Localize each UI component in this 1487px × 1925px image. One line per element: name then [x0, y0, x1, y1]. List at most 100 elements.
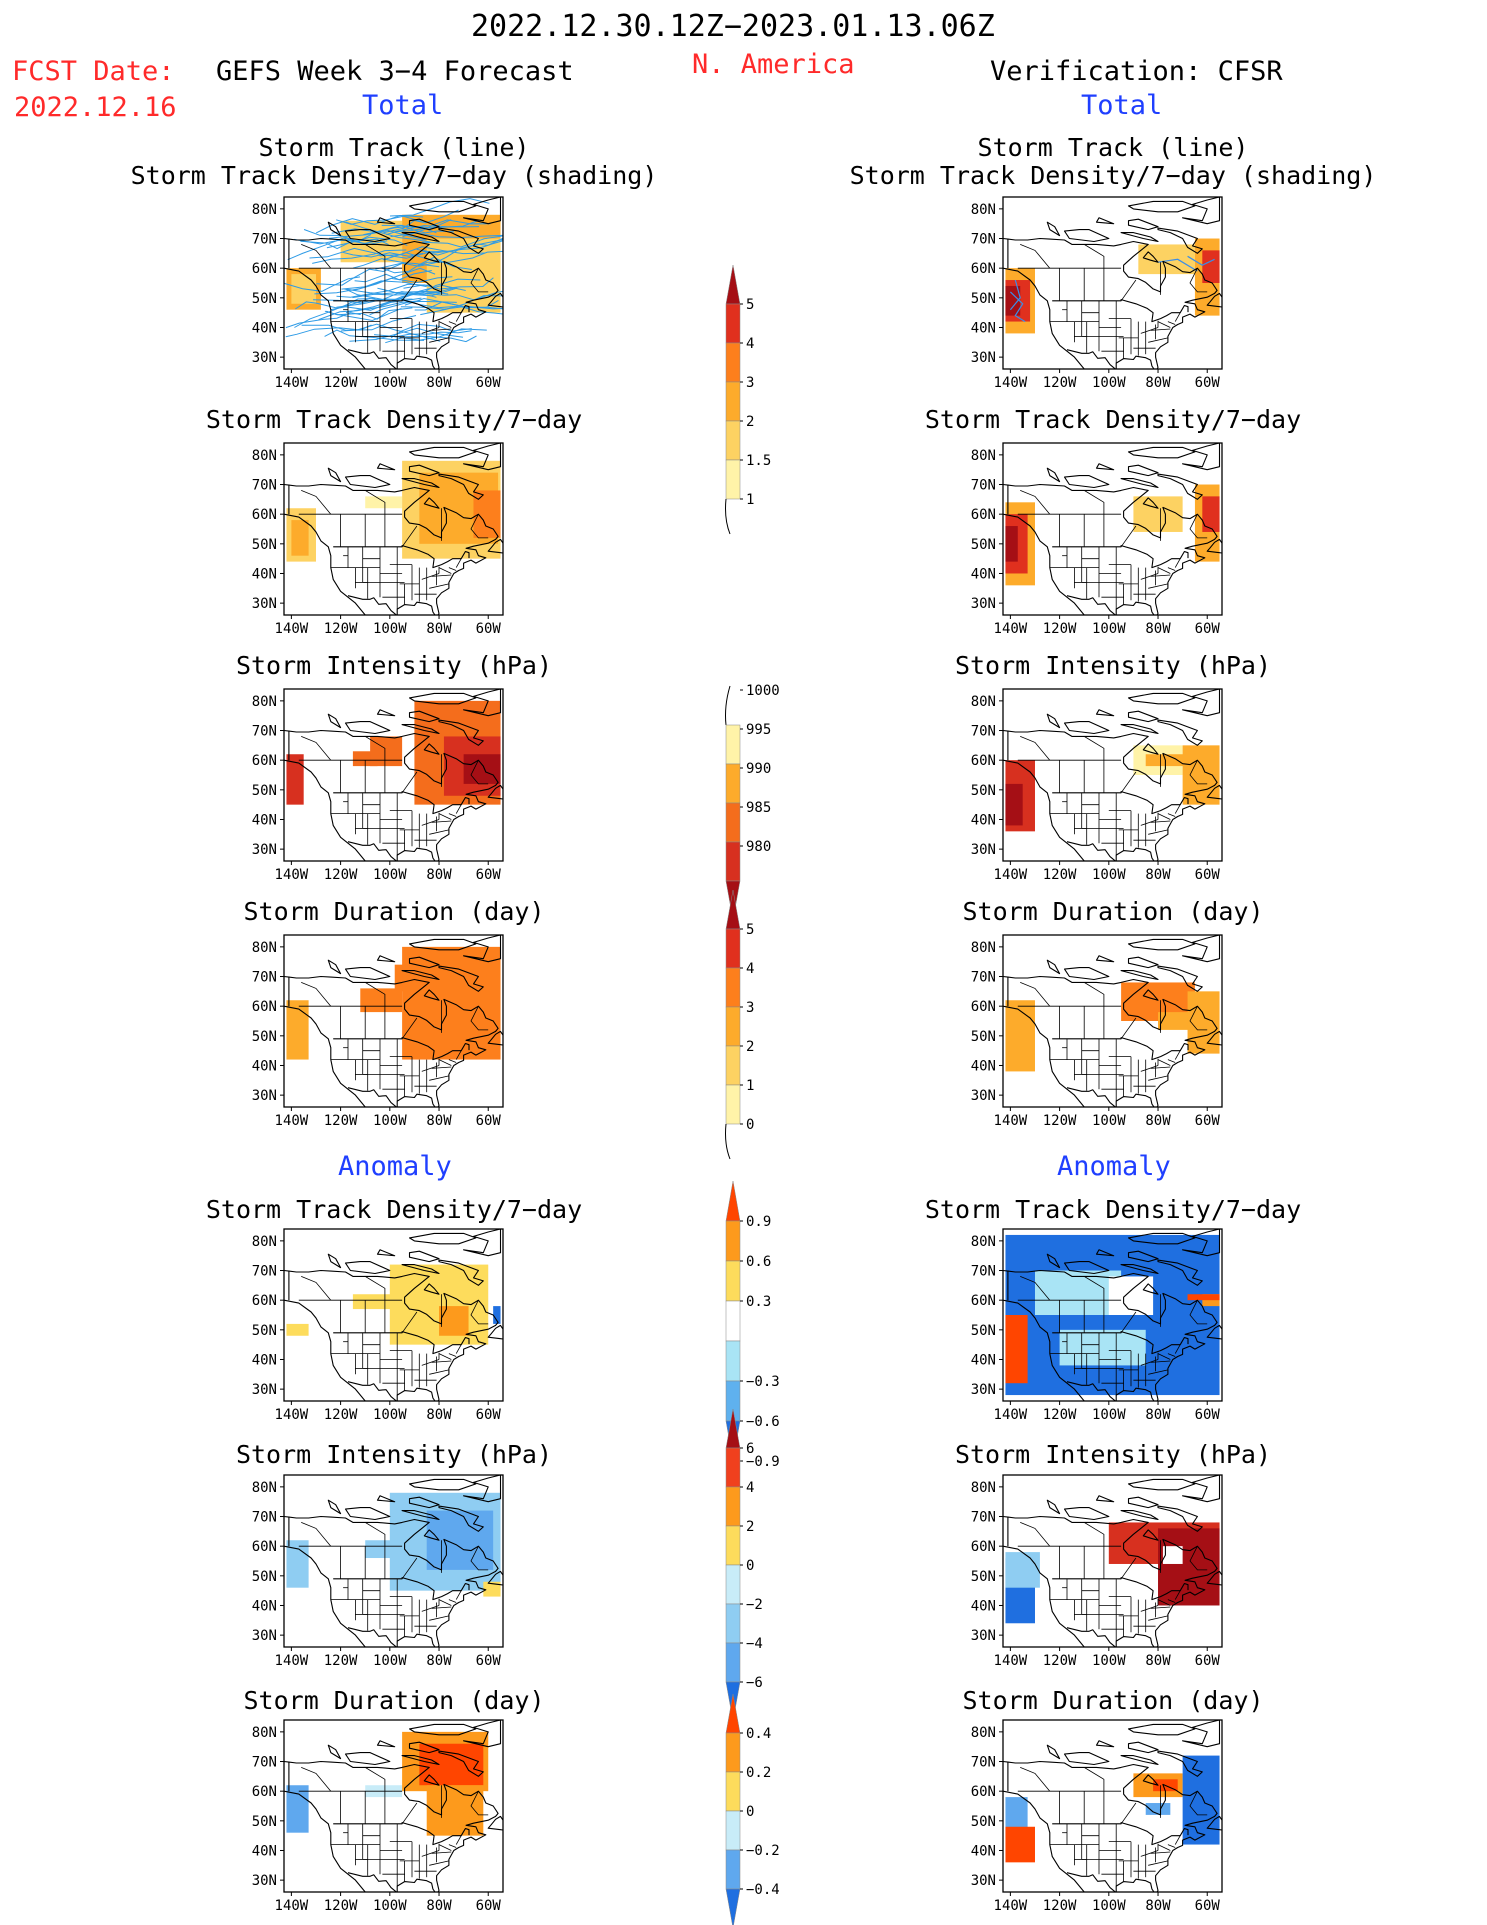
- country-border: [347, 1872, 398, 1892]
- forecast-column-title: GEFS Week 3−4 Forecast: [216, 56, 574, 87]
- shaded-field-cell: [1187, 1294, 1220, 1301]
- colorbar-arrow-top: [725, 1693, 741, 1734]
- lon-tick-label: 60W: [476, 621, 502, 637]
- colorbar-label: 995: [746, 722, 771, 738]
- island-outline: [1095, 1249, 1115, 1257]
- island-outline: [1063, 967, 1110, 981]
- island-outline: [1157, 1505, 1203, 1532]
- province-border: [470, 760, 489, 785]
- country-border: [1052, 545, 1189, 569]
- island-outline: [408, 1496, 440, 1509]
- lat-tick-label: 30N: [971, 1088, 996, 1104]
- storm-track-line: [383, 209, 459, 234]
- state-border: [448, 1353, 457, 1357]
- colorbar-label: −0.2: [746, 1843, 780, 1859]
- island-outline: [344, 1752, 391, 1766]
- shaded-field-cell: [1162, 1546, 1183, 1564]
- state-border: [1148, 1075, 1168, 1081]
- verification-intensity_total-map: 80N 70N 60N 50N 40N 30N 140W 120W 100W 80W 60W: [971, 688, 1223, 883]
- coastline: [284, 237, 499, 369]
- lat-tick-label: 30N: [971, 1382, 996, 1398]
- lat-tick-label: 60N: [971, 507, 996, 523]
- map-frame: [283, 442, 504, 616]
- valid-period-title: 2022.12.30.12Z−2023.01.13.06Z: [471, 9, 995, 44]
- state-border: [455, 312, 462, 322]
- storm-track-line: [375, 248, 460, 270]
- shaded-field-cell: [286, 1323, 309, 1336]
- state-border: [448, 567, 457, 571]
- state-border: [1174, 804, 1181, 814]
- lon-tick-label: 100W: [1092, 1898, 1126, 1914]
- lat-tick-label: 80N: [252, 694, 277, 710]
- island-outline: [1182, 1229, 1221, 1257]
- lat-tick-label: 50N: [971, 537, 996, 553]
- colorbar-open-end: [725, 685, 731, 726]
- island-outline: [408, 464, 440, 477]
- country-border: [1066, 1872, 1117, 1892]
- island-outline: [487, 1570, 503, 1586]
- state-border: [1148, 337, 1168, 343]
- storm-track-line: [341, 276, 453, 290]
- province-border: [364, 1276, 386, 1301]
- island-outline: [423, 989, 440, 1001]
- colorbar-label: −0.9: [746, 1454, 780, 1470]
- map-frame: [283, 196, 504, 370]
- province-border: [1083, 736, 1105, 761]
- island-outline: [1120, 724, 1159, 735]
- province-border: [1083, 1767, 1105, 1792]
- colorbar-density_total: 5 4 3 2 1.5 1: [725, 264, 771, 535]
- state-border: [455, 1344, 462, 1354]
- shaded-field-cell: [1005, 1000, 1035, 1072]
- province-border: [364, 490, 386, 515]
- island-outline: [1127, 956, 1159, 969]
- state-border: [429, 1860, 449, 1866]
- lat-tick-label: 70N: [971, 232, 996, 248]
- shaded-field-cell: [365, 496, 403, 509]
- colorbar-label: 4: [746, 336, 754, 352]
- lat-tick-label: 40N: [252, 1843, 277, 1859]
- colorbar-segment: [725, 381, 741, 422]
- island-outline: [1206, 1815, 1222, 1831]
- province-border: [1189, 514, 1208, 539]
- lat-tick-label: 60N: [971, 753, 996, 769]
- colorbar-label: 3: [746, 375, 754, 391]
- verification-duration_anom-map: 80N 70N 60N 50N 40N 30N 140W 120W 100W 80W 60W: [971, 1719, 1223, 1914]
- lon-tick-label: 60W: [1195, 621, 1221, 637]
- province-border: [364, 244, 386, 269]
- island-outline: [1182, 1720, 1221, 1748]
- lon-tick-label: 100W: [1092, 1113, 1126, 1129]
- island-outline: [408, 1232, 477, 1245]
- state-border: [1140, 1065, 1159, 1072]
- country-border: [1052, 1331, 1189, 1355]
- island-outline: [1157, 473, 1203, 500]
- lat-tick-label: 50N: [971, 783, 996, 799]
- lon-tick-label: 80W: [426, 1898, 452, 1914]
- island-outline: [408, 692, 477, 705]
- forecast-intensity_anom-map: 80N 70N 60N 50N 40N 30N 140W 120W 100W 80W 60W: [252, 1474, 504, 1669]
- lat-tick-label: 30N: [252, 1873, 277, 1889]
- island-outline: [408, 710, 440, 723]
- colorbar-label: 2: [746, 414, 754, 430]
- lon-tick-label: 120W: [1043, 375, 1077, 391]
- verification-duration-anom-title: Storm Duration (day): [962, 1686, 1264, 1715]
- province-border: [1020, 736, 1051, 761]
- colorbar-label: −0.6: [746, 1414, 780, 1430]
- lon-tick-label: 140W: [994, 1898, 1028, 1914]
- province-border: [1020, 982, 1051, 1007]
- forecast-duration_anom-map: 80N 70N 60N 50N 40N 30N 140W 120W 100W 80W 60W: [252, 1719, 504, 1914]
- lon-tick-label: 60W: [1195, 375, 1221, 391]
- colorbar-segment: [725, 1447, 741, 1488]
- lat-tick-label: 40N: [971, 1843, 996, 1859]
- island-outline: [327, 221, 342, 237]
- state-border: [429, 1075, 449, 1081]
- province-border: [301, 736, 332, 761]
- island-outline: [423, 251, 440, 263]
- island-outline: [1142, 1774, 1159, 1786]
- shaded-field-cell: [419, 1743, 484, 1786]
- island-outline: [423, 1283, 440, 1295]
- lat-tick-label: 60N: [971, 261, 996, 277]
- province-border: [470, 1300, 489, 1325]
- island-outline: [327, 1253, 342, 1269]
- province-border: [1083, 982, 1105, 1007]
